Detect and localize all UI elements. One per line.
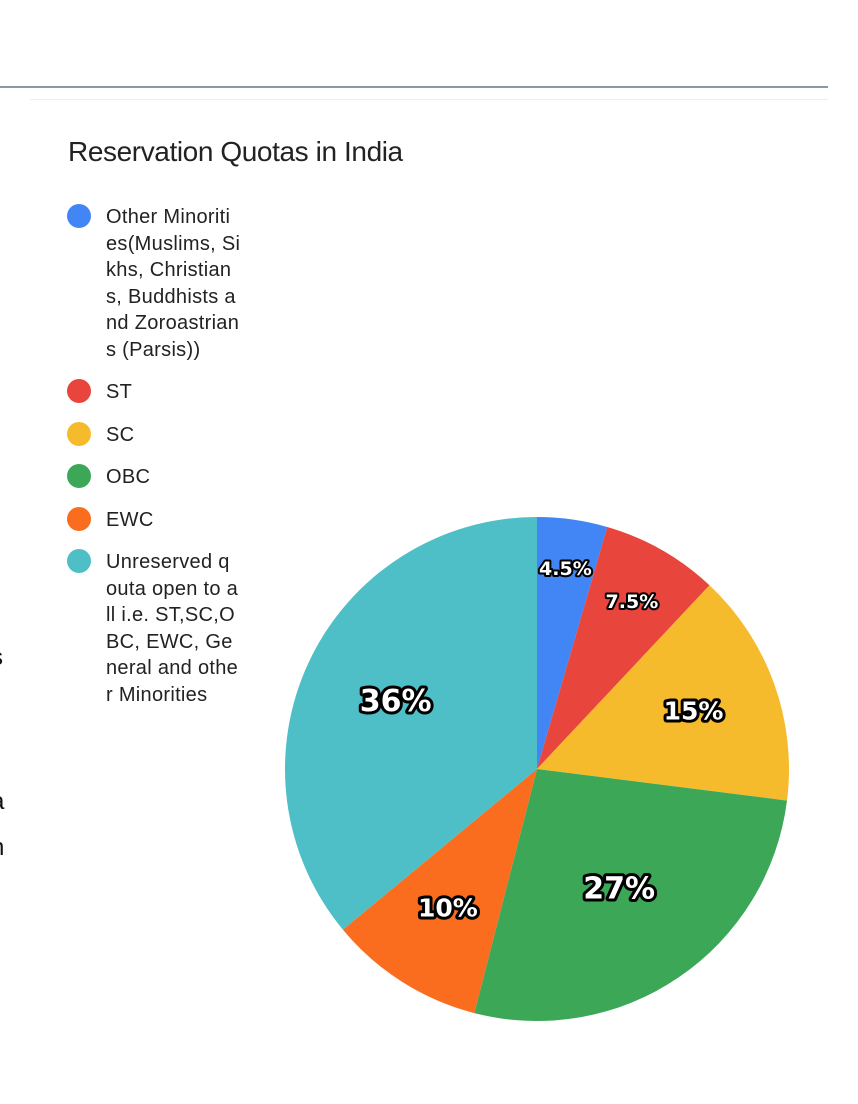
legend-label: ST [106,381,133,403]
legend-item: Unreserved qouta open to all i.e. ST,SC,… [66,549,241,708]
pie-slice-label: 4.5% [539,558,592,580]
legend-item: Other Minorities(Muslims, Sikhs, Christi… [66,204,241,363]
legend-item: ST [66,379,241,406]
legend-label: OBC [106,466,151,488]
legend-item: SC [66,421,241,449]
pie-slice [537,517,608,769]
pie-chart: 4.5% 7.5% 15% 27% 10% 36% [284,517,789,1021]
pie-slice-label: 7.5% [606,591,659,613]
legend-swatch [67,464,91,488]
pie-slice-label: 10% [418,893,478,922]
clipped-text-fragment: a [0,790,4,814]
legend-item: OBC [66,464,241,491]
legend-swatch [67,506,91,531]
pie-slice [537,585,789,801]
clipped-text-fragment: . [0,680,1,704]
legend-item: EWC [66,506,241,534]
clipped-text-fragment: n [0,836,4,860]
pie-slice [474,769,788,1021]
legend-label: Unreserved qouta open to all i.e. ST,SC,… [106,551,239,706]
pie-slice-label: 15% [664,697,724,726]
chart-title: Reservation Quotas in India [68,136,403,167]
legend-swatch [67,379,91,403]
legend-swatch [67,204,91,228]
legend-label: Other Minorities(Muslims, Sikhs, Christi… [106,206,241,361]
legend-label: SC [106,423,135,446]
pie-slice [537,527,710,769]
legend-swatch [67,549,91,573]
pie-slice [284,517,537,930]
chart-legend: Other Minorities(Muslims, Sikhs, Christi… [66,204,241,724]
pie-slice-label: 27% [583,871,655,906]
clipped-text-fragment: s [0,646,3,670]
legend-swatch [67,421,91,446]
legend-label: EWC [106,508,154,531]
pie-slice-label: 36% [360,684,432,719]
top-divider [0,86,828,88]
pie-slice [342,769,537,1014]
card-top-edge [30,99,828,100]
